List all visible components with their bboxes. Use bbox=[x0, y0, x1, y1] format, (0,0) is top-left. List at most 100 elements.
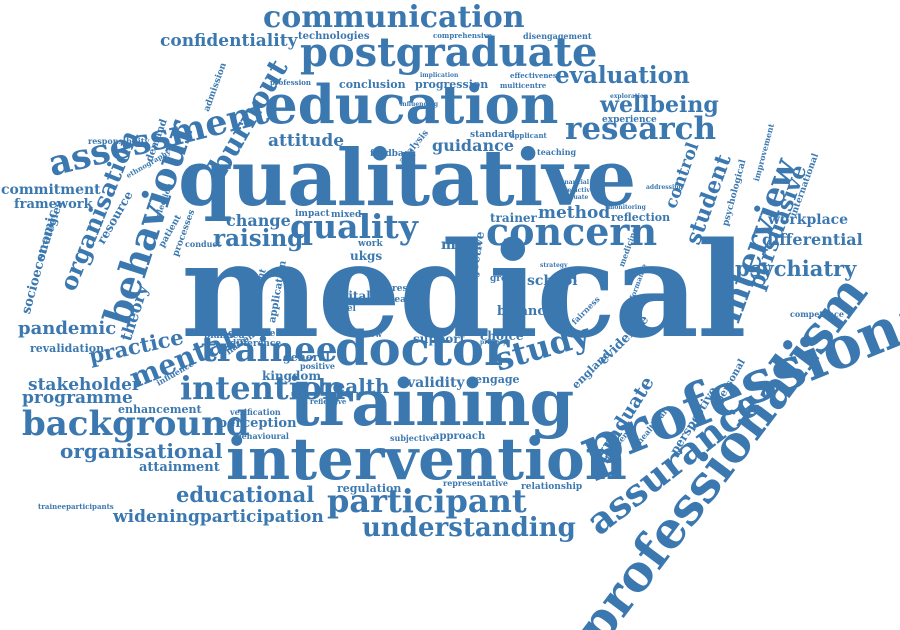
word-evaluate: evaluate bbox=[560, 194, 589, 201]
word-trainee: trainee bbox=[201, 330, 338, 370]
word-attainment: attainment bbox=[139, 460, 220, 475]
word-exploration: exploration bbox=[610, 93, 649, 100]
word-profession: profession bbox=[270, 78, 312, 87]
word-kingdom: kingdom bbox=[262, 369, 322, 383]
word-teaching: teaching bbox=[537, 147, 577, 157]
word-stakeholder: stakeholder bbox=[28, 375, 141, 395]
word-addressing: addressing bbox=[646, 184, 683, 191]
word-support: support bbox=[413, 332, 466, 346]
word-differential: differential bbox=[762, 230, 863, 249]
word-health: health bbox=[318, 374, 390, 398]
word-balance: balance bbox=[497, 304, 554, 319]
word-group: group bbox=[490, 274, 520, 284]
word-model: model bbox=[325, 304, 356, 314]
word-enhancement: enhancement bbox=[118, 403, 202, 416]
word-leave: leave bbox=[391, 295, 417, 305]
word-education: education bbox=[264, 74, 559, 136]
word-relationship: relationship bbox=[521, 482, 583, 492]
word-strategy: strategy bbox=[540, 262, 568, 269]
word-regulation: regulation bbox=[337, 482, 402, 495]
word-digital: digital bbox=[327, 289, 371, 303]
word-commitment: commitment bbox=[1, 182, 101, 198]
word-perception: perception bbox=[218, 416, 297, 431]
word-revalidation: revalidation bbox=[30, 342, 105, 355]
word-guideline: guideline bbox=[228, 329, 276, 339]
word-standard: standard bbox=[470, 130, 515, 140]
word-ukgs: ukgs bbox=[350, 249, 383, 263]
word-traineeparticipants: traineeparticipants bbox=[38, 502, 114, 511]
word-mixed: mixed bbox=[331, 210, 362, 220]
word-guidance: guidance bbox=[432, 136, 515, 155]
word-financial: financial bbox=[560, 179, 590, 186]
word-postgraduate: postgraduate bbox=[300, 29, 598, 76]
word-predictive: predictive bbox=[560, 187, 594, 194]
word-work: work bbox=[358, 239, 383, 249]
word-educational: educational bbox=[176, 482, 315, 507]
word-attitude: attitude bbox=[268, 131, 345, 151]
word-qualitative: qualitative bbox=[178, 133, 636, 224]
word-doctor: doctor bbox=[335, 321, 510, 377]
word-conduct: conduct bbox=[185, 239, 221, 249]
word-primary: primary bbox=[480, 339, 507, 346]
word-engage: engage bbox=[475, 373, 520, 386]
word-participant: participant bbox=[327, 482, 527, 520]
word-research: research bbox=[565, 111, 717, 147]
word-wideningparticipation: wideningparticipation bbox=[113, 507, 324, 527]
word-verification: verification bbox=[230, 407, 281, 417]
word-technologies: technologies bbox=[298, 31, 370, 42]
word-planned: planned bbox=[204, 331, 245, 341]
word-representative: representative bbox=[443, 478, 508, 488]
word-medical: medical bbox=[181, 213, 747, 367]
word-competence: competence bbox=[790, 309, 844, 319]
word-confidentiality: confidentiality bbox=[160, 31, 298, 51]
word-more: more bbox=[441, 237, 482, 253]
word-communication: communication bbox=[263, 0, 525, 35]
word-implication: implication bbox=[420, 72, 459, 79]
word-trainer: trainer bbox=[490, 211, 537, 225]
word-evaluation: evaluation bbox=[555, 62, 690, 89]
word-feedback: feedback bbox=[370, 149, 416, 159]
word-subjective: subjective bbox=[390, 433, 436, 443]
word-raising: raising bbox=[213, 225, 304, 252]
word-wellbeing: wellbeing bbox=[600, 92, 719, 118]
word-impact: impact bbox=[295, 209, 330, 219]
word-training: training bbox=[290, 366, 574, 441]
word-reflective: reflective bbox=[310, 397, 347, 406]
word-understanding: understanding bbox=[362, 513, 576, 543]
word-effectiveness: effectiveness bbox=[510, 71, 561, 80]
word-choice: choice bbox=[480, 329, 524, 343]
word-concern: concern bbox=[486, 209, 658, 254]
word-positive: positive bbox=[300, 361, 335, 371]
word-reflection: reflection bbox=[611, 211, 671, 224]
word-organisational: organisational bbox=[60, 439, 223, 463]
word-review: review bbox=[353, 329, 382, 339]
word-quality: quality bbox=[290, 207, 418, 246]
word-intention: intention bbox=[180, 369, 346, 407]
word-conclusion: conclusion bbox=[339, 78, 406, 91]
word-framework: framework bbox=[14, 197, 93, 212]
word-progression: progression bbox=[415, 78, 489, 91]
word-comprehensive: comprehensive bbox=[433, 31, 493, 40]
word-result: result bbox=[392, 284, 422, 294]
word-multicentre: multicentre bbox=[500, 81, 547, 90]
word-disengagement: disengagement bbox=[523, 31, 592, 41]
word-workplace: workplace bbox=[768, 212, 849, 228]
word-responsibility: responsibility bbox=[88, 136, 150, 146]
word-method: method bbox=[538, 203, 611, 223]
word-validity: validity bbox=[407, 375, 465, 391]
word-change: change bbox=[226, 211, 291, 230]
word-influencing: influencing bbox=[400, 101, 439, 108]
word-difference: difference bbox=[230, 339, 282, 349]
word-applicant: applicant bbox=[510, 131, 547, 140]
word-behavioural: behavioural bbox=[236, 431, 289, 441]
word-monitoring: monitoring bbox=[608, 204, 646, 211]
word-background: background bbox=[22, 404, 250, 444]
word-general: general bbox=[283, 351, 330, 364]
word-school: school bbox=[527, 273, 578, 289]
word-psychiatry: psychiatry bbox=[735, 256, 857, 281]
word-approach: approach bbox=[433, 431, 486, 442]
word-experience: experience bbox=[602, 115, 657, 125]
word-pandemic: pandemic bbox=[18, 318, 117, 339]
word-intervention: intervention bbox=[226, 425, 627, 493]
